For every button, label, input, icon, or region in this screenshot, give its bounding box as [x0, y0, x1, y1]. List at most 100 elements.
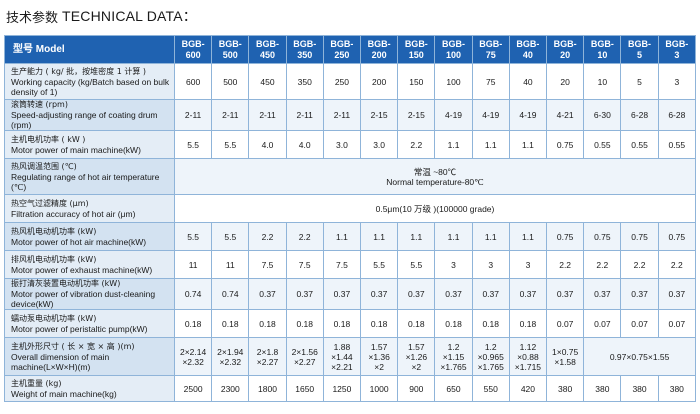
value-cell: 2-15 [360, 99, 399, 131]
value-cell: 5.5 [173, 222, 213, 251]
param-label: 主机重量 (kg) Weight of main machine(kg) [4, 375, 175, 402]
value-cell: 1000 [360, 375, 399, 402]
value-cell: 0.37 [657, 278, 697, 310]
value-cell: 1650 [285, 375, 324, 402]
value-cell: 0.55 [657, 130, 697, 159]
value-cell: 0.37 [583, 278, 622, 310]
param-label-cn: 热空气过滤精度 (μm) [11, 198, 89, 208]
value-cell: 6-28 [620, 99, 659, 131]
value-cell: 0.55 [583, 130, 622, 159]
param-label-cn: 排风机电动机功率 (kW) [11, 254, 97, 264]
value-cell: 0.18 [471, 309, 510, 338]
value-cell: 1.1 [471, 130, 510, 159]
value-cell: 0.37 [360, 278, 399, 310]
param-label: 热风机电动机功率 (kW) Motor power of hot air mach… [4, 222, 175, 251]
value-cell: 1.1 [397, 222, 436, 251]
value-cell: 5.5 [360, 250, 399, 279]
merged-value-line: 常温 ~80℃ [413, 166, 457, 177]
value-cell: 2.2 [546, 250, 585, 279]
param-label-en: Regulating range of hot air temperature … [11, 171, 160, 192]
value-cell: 900 [397, 375, 436, 402]
value-cell: 3 [434, 250, 473, 279]
value-cell: 0.18 [397, 309, 436, 338]
value-cell: 0.37 [546, 278, 585, 310]
param-label-cn: 滚筒转速 (rpm) [11, 100, 68, 110]
value-cell: 380 [583, 375, 622, 402]
value-cell: 2.2 [397, 130, 436, 159]
param-label-en: Motor power of hot air machine(kW) [11, 236, 147, 247]
value-cell: 11 [173, 250, 213, 279]
value-cell: 6-28 [657, 99, 697, 131]
merged-value-line: 0.5μm(10 万级 )(100000 grade) [375, 203, 495, 214]
value-cell: 4-19 [508, 99, 548, 131]
dimension-cell: 1.57 ×1.36 ×2 [360, 337, 399, 376]
value-cell: 0.37 [322, 278, 362, 310]
value-cell: 500 [211, 63, 250, 100]
merged-value-line: Normal temperature-80℃ [386, 176, 484, 187]
value-cell: 2-11 [248, 99, 287, 131]
param-label: 热空气过滤精度 (μm) Filtration accuracy of hot a… [4, 194, 175, 223]
value-cell: 6-30 [583, 99, 622, 131]
value-cell: 2.2 [248, 222, 287, 251]
param-label: 振打清灰装置电动机功率 (kW) Motor power of vibration… [4, 278, 175, 310]
value-cell: 11 [211, 250, 250, 279]
table-row: 振打清灰装置电动机功率 (kW) Motor power of vibration… [4, 278, 697, 310]
merged-value-cell: 常温 ~80℃ Normal temperature-80℃ [174, 158, 696, 195]
value-cell: 2500 [173, 375, 213, 402]
param-label-cn: 生产能力 ( kg/ 批，按堆密度 1 计算 ) [11, 66, 146, 76]
param-label-cn: 振打清灰装置电动机功率 (kW) [11, 279, 121, 289]
table-row: 生产能力 ( kg/ 批，按堆密度 1 计算 ) Working capacity… [4, 63, 697, 100]
value-cell: 0.74 [211, 278, 250, 310]
model-col-header: BGB- 100 [434, 35, 473, 64]
value-cell: 4.0 [248, 130, 287, 159]
value-cell: 200 [360, 63, 399, 100]
table-row: 主机重量 (kg) Weight of main machine(kg) 2500 2… [4, 375, 697, 402]
value-cell: 5 [620, 63, 659, 100]
value-cell: 0.75 [657, 222, 697, 251]
value-cell: 0.74 [173, 278, 213, 310]
value-cell: 3.0 [322, 130, 362, 159]
value-cell: 550 [471, 375, 510, 402]
value-cell: 0.18 [211, 309, 250, 338]
value-cell: 0.37 [471, 278, 510, 310]
dimension-cell: 1.2 ×0.965 ×1.765 [471, 337, 510, 376]
value-cell: 380 [620, 375, 659, 402]
dimension-cell: 1.88 ×1.44 ×2.21 [322, 337, 362, 376]
dimension-cell: 2×2.14 ×2.32 [173, 337, 213, 376]
value-cell: 2300 [211, 375, 250, 402]
value-cell: 2-11 [322, 99, 362, 131]
dimension-cell: 2×1.94 ×2.32 [211, 337, 250, 376]
param-label: 蠕动泵电动机功率 (kW) Motor power of peristaltic … [4, 309, 175, 338]
value-cell: 0.07 [620, 309, 659, 338]
value-cell: 0.37 [248, 278, 287, 310]
header-row: 型号 Model BGB- 600 BGB- 500 BGB- 450 BGB-… [4, 35, 697, 64]
param-label: 滚筒转速 (rpm) Speed-adjusting range of coati… [4, 99, 175, 131]
dimension-cell: 2×1.56 ×2.27 [285, 337, 324, 376]
value-cell: 380 [657, 375, 697, 402]
value-cell: 7.5 [285, 250, 324, 279]
value-cell: 4-19 [471, 99, 510, 131]
dimension-cell: 1×0.75 ×1.58 [546, 337, 585, 376]
value-cell: 0.37 [620, 278, 659, 310]
value-cell: 0.75 [546, 222, 585, 251]
value-cell: 2.2 [285, 222, 324, 251]
table-row: 主机电机功率 ( kW ) Motor power of main machine… [4, 130, 697, 159]
table-row: 热风机电动机功率 (kW) Motor power of hot air mach… [4, 222, 697, 251]
value-cell: 0.07 [546, 309, 585, 338]
dimension-cell: 2×1.8 ×2.27 [248, 337, 287, 376]
heading-en: TECHNICAL DATA： [62, 8, 197, 24]
model-col-header: BGB- 150 [397, 35, 436, 64]
param-label: 主机电机功率 ( kW ) Motor power of main machine… [4, 130, 175, 159]
param-label-en: Working capacity (kg/Batch based on bulk… [11, 76, 170, 97]
value-cell: 0.18 [173, 309, 213, 338]
merged-value-cell: 0.5μm(10 万级 )(100000 grade) [174, 194, 696, 223]
value-cell: 600 [173, 63, 213, 100]
param-label-cn: 主机外形尺寸 ( 长 × 宽 × 高 )(m) [11, 341, 135, 351]
value-cell: 5.5 [397, 250, 436, 279]
model-col-header: BGB- 200 [360, 35, 399, 64]
value-cell: 0.07 [657, 309, 697, 338]
value-cell: 0.55 [620, 130, 659, 159]
dimension-cell: 1.57 ×1.26 ×2 [397, 337, 436, 376]
page-heading: 技术参数 TECHNICAL DATA： [6, 6, 197, 26]
value-cell: 7.5 [248, 250, 287, 279]
